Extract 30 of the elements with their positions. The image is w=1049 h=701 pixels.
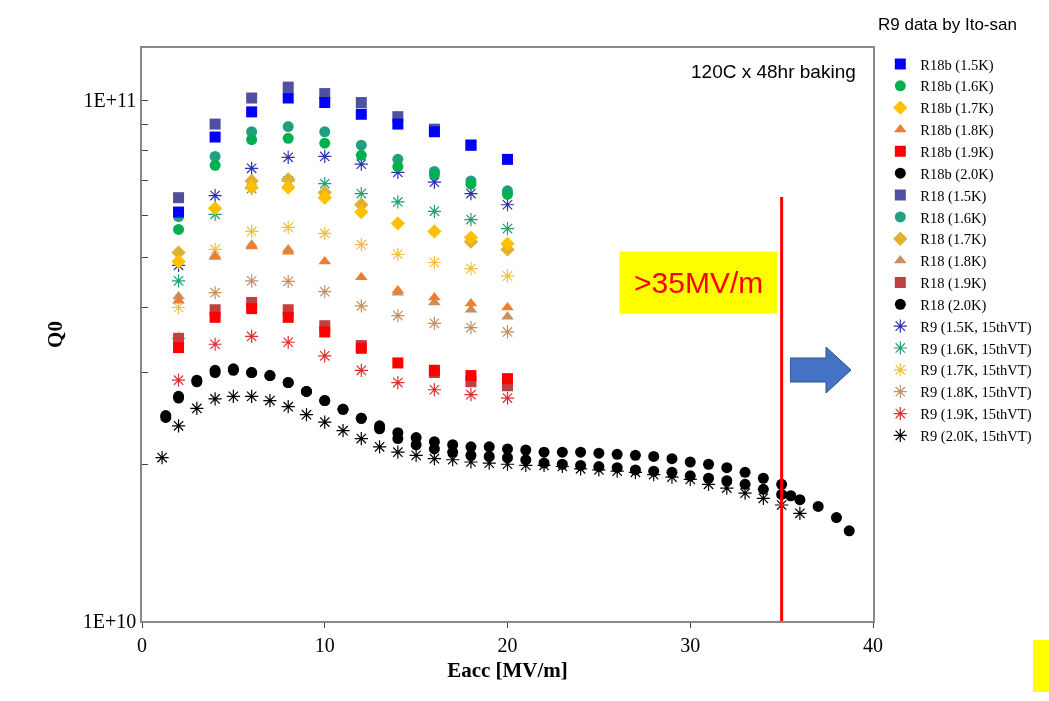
legend-label: R9 (1.6K, 15thVT) (920, 340, 1032, 358)
legend-label: R9 (1.8K, 15thVT) (920, 384, 1032, 402)
legend-label: R18 (1.7K) (920, 231, 987, 249)
legend-label: R18 (1.9K) (920, 275, 987, 293)
legend-label: R18b (1.5K) (920, 56, 994, 74)
legend-label: R18b (1.9K) (920, 143, 994, 161)
legend-label: R9 (1.7K, 15thVT) (920, 362, 1032, 380)
x-tick-label: 40 (863, 633, 883, 656)
x-tick-label: 20 (497, 633, 518, 656)
legend-label: R18 (2.0K) (920, 296, 987, 314)
text: R9 data by Ito-san (878, 15, 1017, 34)
ref-line-label: >35MV/m (634, 266, 764, 299)
legend-label: R18 (1.8K) (920, 253, 987, 271)
legend-label: R18 (1.5K) (920, 187, 987, 205)
x-tick-label: 0 (137, 633, 147, 656)
annotation: 120C x 48hr baking (691, 61, 856, 82)
legend-label: R18 (1.6K) (920, 209, 987, 227)
legend-label: R9 (1.9K, 15thVT) (920, 406, 1032, 424)
legend-label: R18b (1.6K) (920, 78, 994, 96)
x-tick-label: 10 (314, 633, 335, 656)
x-tick-label: 30 (680, 633, 701, 656)
legend-label: R18b (1.7K) (920, 100, 994, 118)
y-axis-title: Q0 (43, 321, 68, 348)
y-tick-label: 1E+11 (83, 89, 137, 112)
legend-label: R18b (2.0K) (920, 165, 994, 183)
legend-label: R18b (1.8K) (920, 122, 994, 140)
legend-label: R9 (1.5K, 15thVT) (920, 318, 1032, 336)
y-tick-label: 1E+10 (82, 610, 137, 632)
x-axis-title: Eacc [MV/m] (447, 658, 568, 683)
legend-label: R9 (2.0K, 15thVT) (920, 428, 1032, 446)
